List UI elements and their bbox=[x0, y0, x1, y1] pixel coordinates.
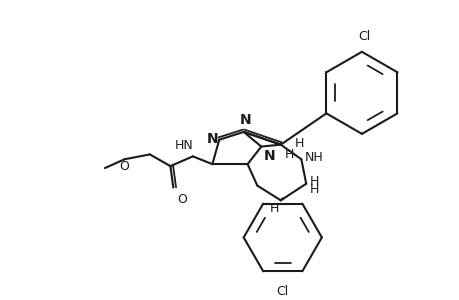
Text: N: N bbox=[239, 113, 251, 127]
Text: O: O bbox=[119, 160, 129, 173]
Text: N: N bbox=[263, 148, 275, 163]
Text: N: N bbox=[206, 132, 218, 146]
Text: Cl: Cl bbox=[357, 30, 369, 43]
Text: H: H bbox=[284, 148, 293, 160]
Text: H: H bbox=[269, 202, 278, 215]
Text: Cl: Cl bbox=[276, 285, 288, 298]
Text: H: H bbox=[309, 183, 319, 196]
Text: H: H bbox=[309, 175, 319, 188]
Text: O: O bbox=[177, 193, 187, 206]
Text: HN: HN bbox=[175, 140, 193, 152]
Text: NH: NH bbox=[303, 151, 322, 164]
Text: H: H bbox=[294, 136, 303, 149]
